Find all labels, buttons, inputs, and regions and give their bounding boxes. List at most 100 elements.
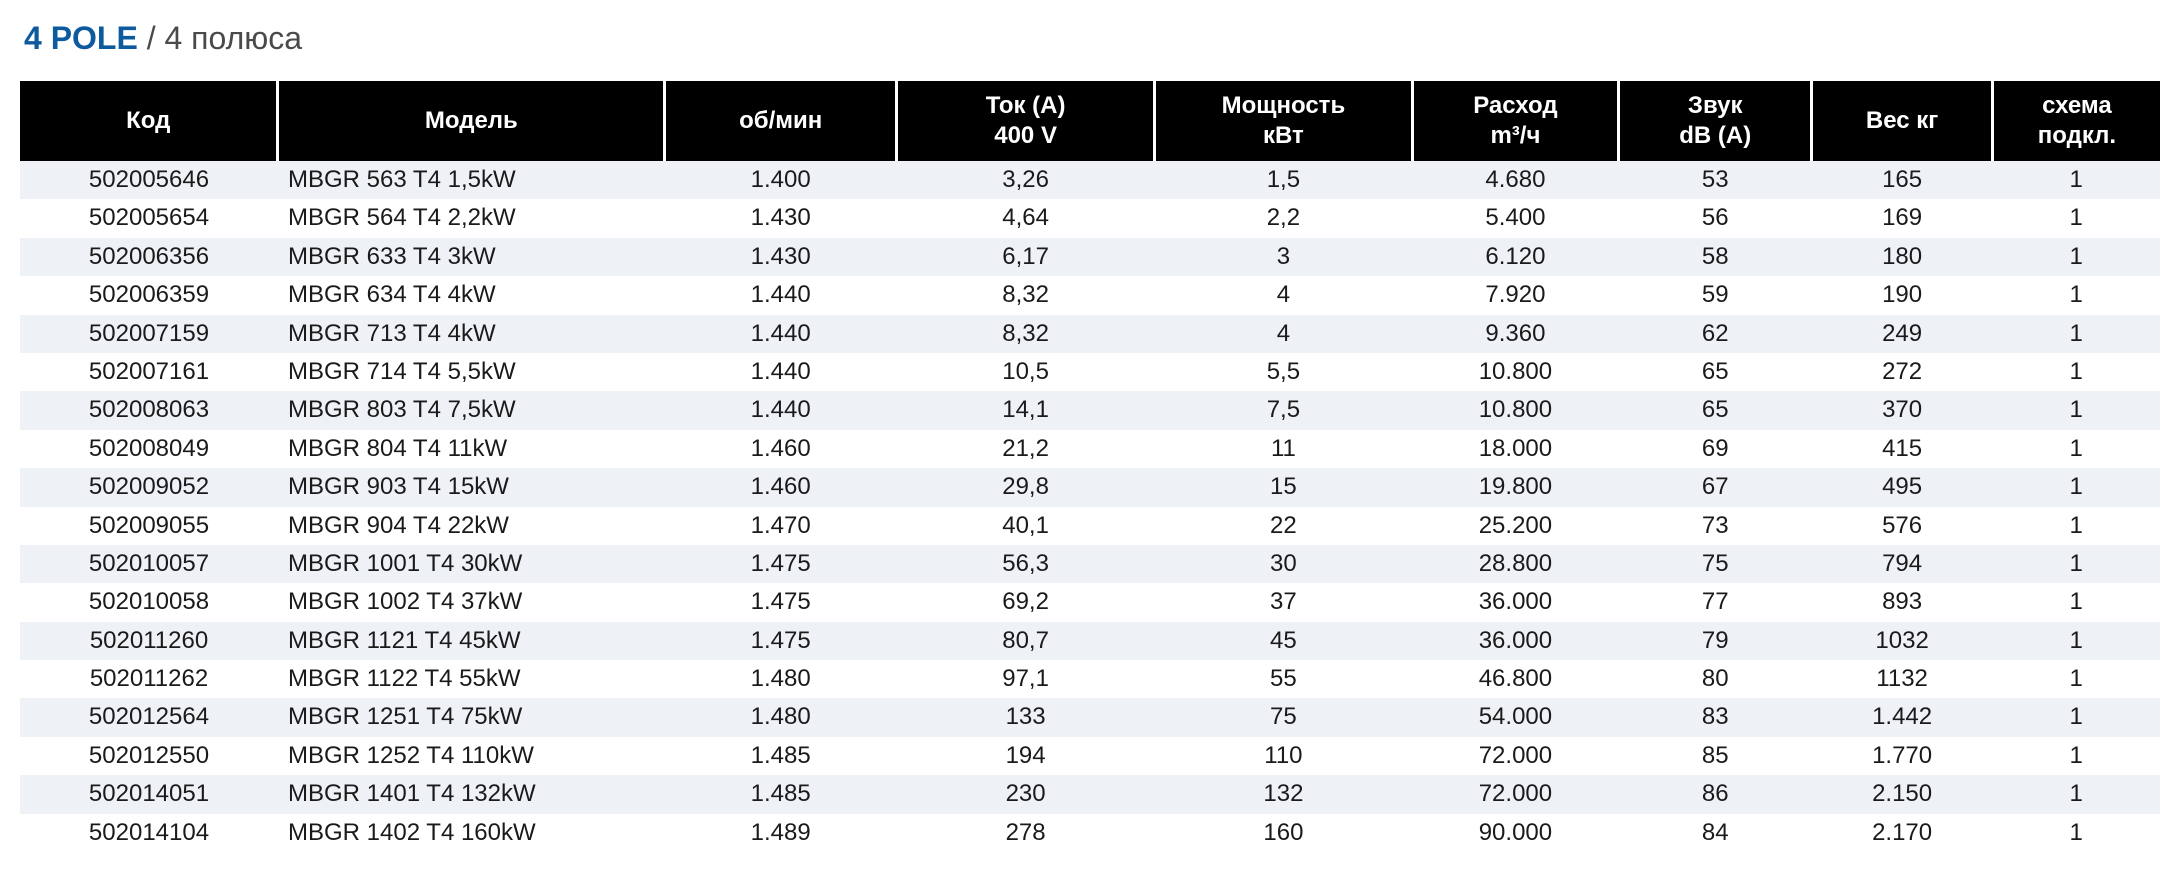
cell-amp: 133 — [897, 698, 1155, 736]
cell-scheme: 1 — [1992, 391, 2160, 429]
cell-sound: 59 — [1619, 276, 1812, 314]
cell-flow: 72.000 — [1412, 737, 1618, 775]
cell-power: 2,2 — [1155, 199, 1413, 237]
cell-scheme: 1 — [1992, 583, 2160, 621]
cell-sound: 84 — [1619, 814, 1812, 852]
cell-sound: 58 — [1619, 238, 1812, 276]
cell-code: 502008049 — [20, 430, 278, 468]
cell-scheme: 1 — [1992, 468, 2160, 506]
cell-code: 502007159 — [20, 315, 278, 353]
cell-amp: 80,7 — [897, 622, 1155, 660]
cell-rpm: 1.475 — [665, 583, 897, 621]
cell-weight: 180 — [1812, 238, 1992, 276]
cell-weight: 165 — [1812, 161, 1992, 199]
table-row: 502005654MBGR 564 T4 2,2kW1.4304,642,25.… — [20, 199, 2160, 237]
cell-scheme: 1 — [1992, 161, 2160, 199]
cell-flow: 18.000 — [1412, 430, 1618, 468]
cell-code: 502007161 — [20, 353, 278, 391]
cell-amp: 278 — [897, 814, 1155, 852]
cell-rpm: 1.460 — [665, 430, 897, 468]
cell-weight: 2.150 — [1812, 775, 1992, 813]
cell-code: 502011260 — [20, 622, 278, 660]
table-row: 502007159MBGR 713 T4 4kW1.4408,3249.3606… — [20, 315, 2160, 353]
cell-weight: 2.170 — [1812, 814, 1992, 852]
cell-amp: 40,1 — [897, 507, 1155, 545]
cell-model: MBGR 634 T4 4kW — [278, 276, 665, 314]
cell-model: MBGR 1251 T4 75kW — [278, 698, 665, 736]
cell-power: 37 — [1155, 583, 1413, 621]
cell-weight: 190 — [1812, 276, 1992, 314]
cell-rpm: 1.485 — [665, 775, 897, 813]
cell-rpm: 1.475 — [665, 622, 897, 660]
cell-scheme: 1 — [1992, 545, 2160, 583]
cell-model: MBGR 903 T4 15kW — [278, 468, 665, 506]
cell-power: 11 — [1155, 430, 1413, 468]
cell-weight: 1132 — [1812, 660, 1992, 698]
cell-sound: 73 — [1619, 507, 1812, 545]
cell-amp: 21,2 — [897, 430, 1155, 468]
cell-power: 4 — [1155, 276, 1413, 314]
cell-power: 5,5 — [1155, 353, 1413, 391]
th-power: МощностькВт — [1155, 81, 1413, 161]
cell-scheme: 1 — [1992, 199, 2160, 237]
cell-rpm: 1.440 — [665, 315, 897, 353]
cell-rpm: 1.470 — [665, 507, 897, 545]
table-row: 502006359MBGR 634 T4 4kW1.4408,3247.9205… — [20, 276, 2160, 314]
table-row: 502005646MBGR 563 T4 1,5kW1.4003,261,54.… — [20, 161, 2160, 199]
cell-model: MBGR 563 T4 1,5kW — [278, 161, 665, 199]
cell-code: 502012564 — [20, 698, 278, 736]
cell-flow: 19.800 — [1412, 468, 1618, 506]
cell-rpm: 1.430 — [665, 238, 897, 276]
table-row: 502008049MBGR 804 T4 11kW1.46021,21118.0… — [20, 430, 2160, 468]
table-row: 502009055MBGR 904 T4 22kW1.47040,12225.2… — [20, 507, 2160, 545]
cell-code: 502011262 — [20, 660, 278, 698]
cell-flow: 10.800 — [1412, 391, 1618, 429]
cell-amp: 56,3 — [897, 545, 1155, 583]
cell-sound: 80 — [1619, 660, 1812, 698]
table-row: 502010058MBGR 1002 T4 37kW1.47569,23736.… — [20, 583, 2160, 621]
cell-power: 30 — [1155, 545, 1413, 583]
cell-amp: 97,1 — [897, 660, 1155, 698]
cell-amp: 69,2 — [897, 583, 1155, 621]
cell-power: 75 — [1155, 698, 1413, 736]
table-body: 502005646MBGR 563 T4 1,5kW1.4003,261,54.… — [20, 161, 2160, 852]
cell-scheme: 1 — [1992, 276, 2160, 314]
cell-code: 502005646 — [20, 161, 278, 199]
cell-power: 45 — [1155, 622, 1413, 660]
cell-rpm: 1.480 — [665, 660, 897, 698]
cell-sound: 67 — [1619, 468, 1812, 506]
cell-flow: 6.120 — [1412, 238, 1618, 276]
cell-amp: 10,5 — [897, 353, 1155, 391]
cell-power: 22 — [1155, 507, 1413, 545]
cell-code: 502005654 — [20, 199, 278, 237]
cell-code: 502009052 — [20, 468, 278, 506]
cell-model: MBGR 1122 T4 55kW — [278, 660, 665, 698]
cell-amp: 3,26 — [897, 161, 1155, 199]
cell-amp: 8,32 — [897, 315, 1155, 353]
th-rpm: об/мин — [665, 81, 897, 161]
table-row: 502012564MBGR 1251 T4 75kW1.4801337554.0… — [20, 698, 2160, 736]
cell-scheme: 1 — [1992, 353, 2160, 391]
th-scheme: схемаподкл. — [1992, 81, 2160, 161]
cell-sound: 65 — [1619, 391, 1812, 429]
cell-amp: 14,1 — [897, 391, 1155, 429]
cell-weight: 370 — [1812, 391, 1992, 429]
cell-flow: 54.000 — [1412, 698, 1618, 736]
cell-code: 502008063 — [20, 391, 278, 429]
cell-weight: 1.442 — [1812, 698, 1992, 736]
cell-weight: 249 — [1812, 315, 1992, 353]
table-row: 502006356MBGR 633 T4 3kW1.4306,1736.1205… — [20, 238, 2160, 276]
cell-model: MBGR 1252 T4 110kW — [278, 737, 665, 775]
table-row: 502011262MBGR 1122 T4 55kW1.48097,15546.… — [20, 660, 2160, 698]
cell-model: MBGR 1121 T4 45kW — [278, 622, 665, 660]
cell-weight: 415 — [1812, 430, 1992, 468]
cell-scheme: 1 — [1992, 737, 2160, 775]
cell-model: MBGR 904 T4 22kW — [278, 507, 665, 545]
cell-rpm: 1.440 — [665, 391, 897, 429]
cell-sound: 86 — [1619, 775, 1812, 813]
cell-scheme: 1 — [1992, 775, 2160, 813]
cell-weight: 794 — [1812, 545, 1992, 583]
cell-scheme: 1 — [1992, 814, 2160, 852]
cell-rpm: 1.480 — [665, 698, 897, 736]
table-row: 502010057MBGR 1001 T4 30kW1.47556,33028.… — [20, 545, 2160, 583]
